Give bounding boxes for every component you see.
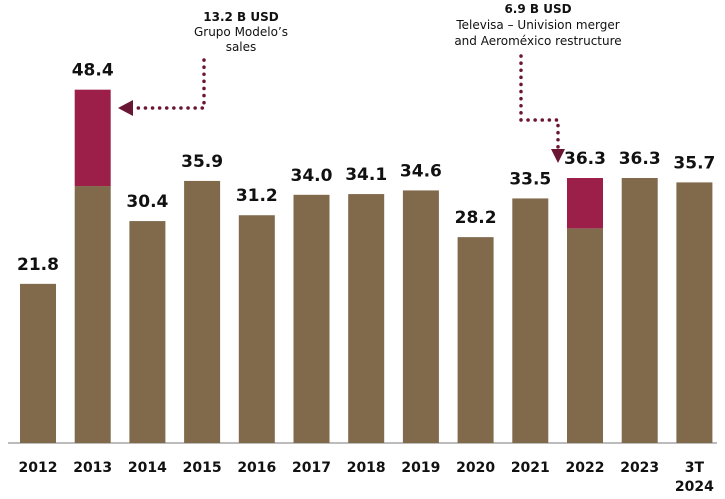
x-tick-2013: 2013 [73, 460, 112, 476]
bar-2013 [74, 186, 111, 444]
x-tick-2014: 2014 [128, 460, 167, 476]
annotation-2013-arrowhead [118, 100, 133, 116]
bar-2016 [238, 215, 275, 443]
x-tick-2020: 2020 [456, 460, 495, 476]
bar-2022 [567, 228, 603, 443]
bar-segment-2013 [74, 89, 111, 187]
bar-3t-2024 [676, 182, 713, 443]
data-label-2015: 35.9 [181, 152, 223, 172]
bar-segment-2022 [567, 178, 603, 229]
data-label-2023: 36.3 [619, 149, 661, 169]
bar-2018 [348, 194, 385, 443]
annotation-2013-arrow-line [132, 58, 206, 110]
x-tick-2012: 2012 [19, 460, 58, 476]
bar-2014 [129, 221, 166, 443]
data-label-2017: 34.0 [291, 166, 333, 186]
data-label-2019: 34.6 [400, 161, 442, 181]
annotation-2013-line-1: Grupo Modelo’s [194, 25, 288, 39]
data-label-2021: 33.5 [509, 169, 551, 189]
data-label-2020: 28.2 [455, 208, 497, 228]
x-tick-2019: 2019 [401, 460, 440, 476]
x-tick-2015: 2015 [183, 460, 222, 476]
bar-2023 [621, 178, 658, 443]
annotation-2022-title: 6.9 B USD [504, 2, 571, 16]
annotation-2013-line-2: sales [226, 40, 257, 54]
bar-2020 [457, 237, 494, 443]
data-label-2012: 21.8 [17, 255, 59, 275]
x-tick-3t-2024: 3T 2024 [675, 460, 714, 495]
annotation-2013-title: 13.2 B USD [203, 10, 278, 24]
annotation-2022-line-1: Televisa – Univision merger [455, 18, 619, 32]
data-label-2018: 34.1 [345, 165, 387, 185]
data-label-2016: 31.2 [236, 186, 278, 206]
annotation-2022-arrow-line [519, 54, 560, 150]
bar-2012 [20, 283, 56, 443]
data-label-2014: 30.4 [126, 192, 168, 212]
x-tick-2023: 2023 [620, 460, 659, 476]
x-tick-2022: 2022 [566, 460, 605, 476]
x-tick-2018: 2018 [347, 460, 386, 476]
bar-2019 [402, 190, 439, 443]
data-label-2022: 36.3 [564, 149, 606, 169]
x-tick-2021: 2021 [511, 460, 550, 476]
bar-2015 [184, 180, 221, 443]
bar-2021 [512, 198, 549, 443]
annotation-2022-arrowhead [551, 149, 565, 163]
bar-2017 [293, 194, 330, 443]
x-tick-2016: 2016 [237, 460, 276, 476]
x-tick-2017: 2017 [292, 460, 331, 476]
annotation-2022-line-2: and Aeroméxico restructure [454, 34, 621, 48]
data-label-3t-2024: 35.7 [673, 153, 715, 173]
data-label-2013: 48.4 [72, 61, 114, 81]
